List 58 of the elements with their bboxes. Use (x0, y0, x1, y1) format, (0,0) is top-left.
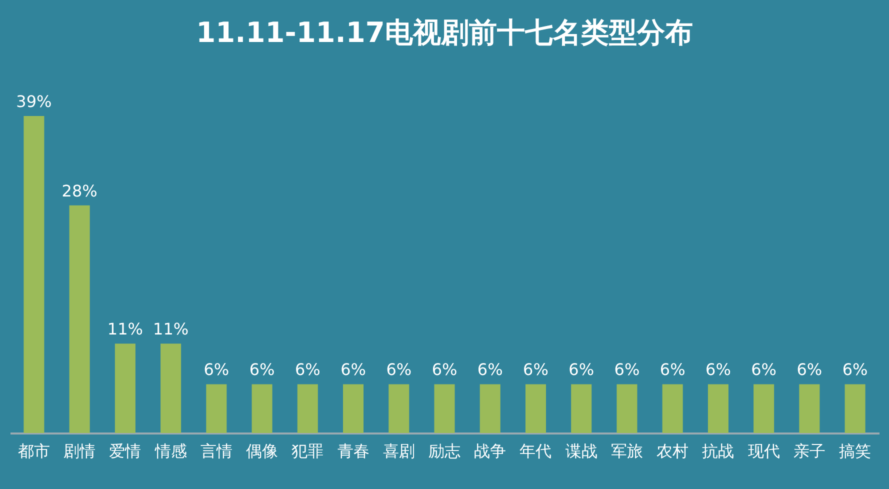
data-label: 6% (706, 360, 731, 380)
bar (434, 384, 455, 433)
data-label: 6% (340, 360, 366, 380)
data-label: 11% (153, 320, 189, 339)
x-tick-label: 爱情 (109, 442, 142, 460)
bar (754, 384, 774, 433)
data-label: 6% (386, 360, 412, 380)
x-tick-label: 现代 (748, 442, 780, 460)
data-label: 6% (294, 360, 320, 380)
x-tick-label: 剧情 (64, 442, 96, 460)
bar (69, 205, 90, 433)
x-tick-label: 犯罪 (292, 442, 324, 460)
bar (206, 384, 227, 433)
bar (708, 384, 728, 433)
bar (114, 344, 136, 433)
data-label: 6% (842, 360, 868, 380)
data-label: 6% (751, 360, 777, 380)
data-label: 6% (204, 360, 230, 380)
data-label: 28% (62, 181, 98, 200)
bar (525, 384, 546, 433)
x-tick-label: 励志 (428, 442, 460, 460)
bar (388, 384, 410, 433)
bar (343, 384, 364, 433)
bar (844, 384, 866, 433)
bar (252, 384, 272, 433)
data-label: 6% (432, 360, 458, 380)
x-tick-label: 都市 (18, 442, 50, 460)
x-tick-label: 情感 (154, 442, 187, 460)
x-tick-label: 喜剧 (382, 442, 415, 460)
bar (571, 384, 592, 433)
bar (799, 384, 820, 433)
data-label: 6% (796, 360, 822, 380)
bar (24, 116, 44, 433)
data-label: 6% (614, 360, 640, 380)
data-label: 6% (249, 360, 275, 380)
data-label: 6% (477, 360, 503, 380)
x-tick-label: 亲子 (793, 442, 826, 460)
data-label: 6% (568, 360, 594, 380)
x-tick-label: 年代 (520, 442, 552, 460)
bar (480, 384, 500, 433)
x-tick-label: 战争 (474, 442, 506, 460)
data-label: 6% (660, 360, 686, 380)
x-tick-label: 农村 (656, 442, 689, 460)
x-tick-label: 青春 (337, 442, 370, 460)
x-tick-label: 抗战 (702, 442, 734, 460)
data-label: 11% (107, 320, 143, 339)
bar (662, 384, 683, 433)
x-tick-label: 谍战 (565, 442, 598, 460)
x-tick-label: 偶像 (246, 442, 278, 460)
x-tick-label: 军旅 (610, 442, 643, 460)
x-tick-label: 言情 (200, 442, 232, 460)
x-tick-label: 搞笑 (839, 442, 872, 460)
bar (297, 384, 318, 433)
bar (160, 344, 182, 433)
data-label: 39% (16, 92, 52, 112)
bar (616, 384, 638, 433)
chart-title: 11.11-11.17电视剧前十七名类型分布 (196, 16, 693, 49)
data-label: 6% (523, 360, 548, 380)
